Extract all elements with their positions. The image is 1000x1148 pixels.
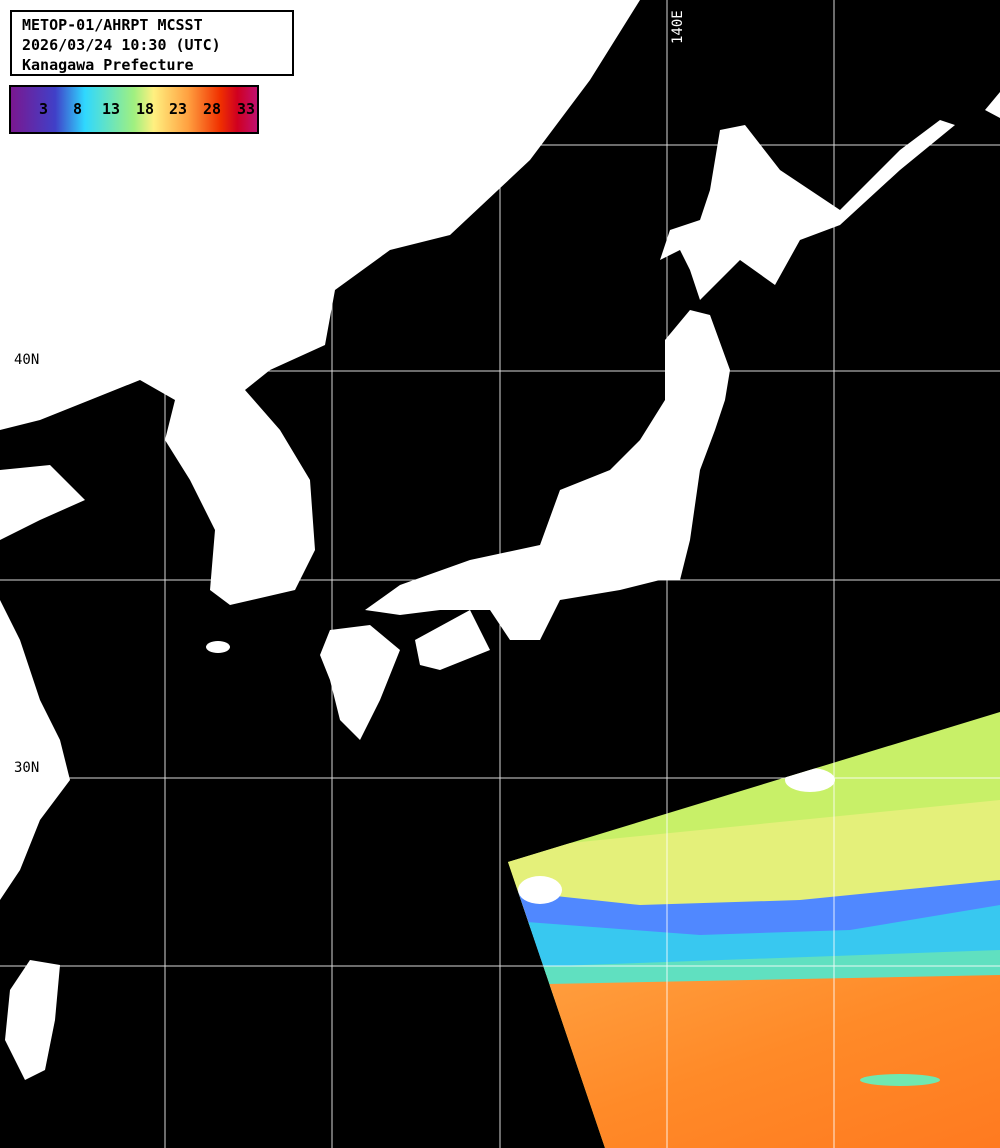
- scale-label: 13: [102, 100, 121, 118]
- lon-label-140e: 140E: [670, 10, 686, 44]
- land-ulleung: [398, 130, 422, 166]
- scale-label: 3: [39, 100, 49, 118]
- land-honshu: [365, 310, 730, 640]
- lat-label-40n: 40N: [14, 352, 40, 368]
- scale-label: 33: [237, 100, 256, 118]
- land-kyushu: [320, 625, 400, 740]
- land-china-coast: [0, 600, 70, 900]
- satellite-product: METOP-01/AHRPT MCSST: [22, 16, 203, 34]
- scale-label: 28: [203, 100, 222, 118]
- observation-datetime: 2026/03/24 10:30 (UTC): [22, 36, 221, 54]
- scale-label: 23: [169, 100, 188, 118]
- land: [0, 0, 1000, 1080]
- sst-patch: [860, 1074, 940, 1086]
- scale-label: 8: [73, 100, 83, 118]
- cloud-patch: [785, 768, 835, 792]
- land-taiwan: [5, 960, 60, 1080]
- land-hokkaido: [660, 120, 955, 300]
- title-box: METOP-01/AHRPT MCSST 2026/03/24 10:30 (U…: [10, 10, 294, 76]
- sst-band-warm: [508, 975, 1000, 1148]
- land-jeju: [206, 641, 230, 653]
- color-scale-bar: 3 8 13 18 23 28 33: [9, 85, 259, 134]
- land-shikoku: [415, 610, 490, 670]
- land-asia-korea: [0, 0, 640, 605]
- land-shandong: [0, 465, 85, 540]
- lat-label-30n: 30N: [14, 760, 40, 776]
- land-sakhalin-tip: [985, 92, 1000, 118]
- cloud-patch: [518, 876, 562, 904]
- region-name: Kanagawa Prefecture: [22, 56, 194, 74]
- scale-label: 18: [136, 100, 155, 118]
- sst-swath: [508, 712, 1000, 1148]
